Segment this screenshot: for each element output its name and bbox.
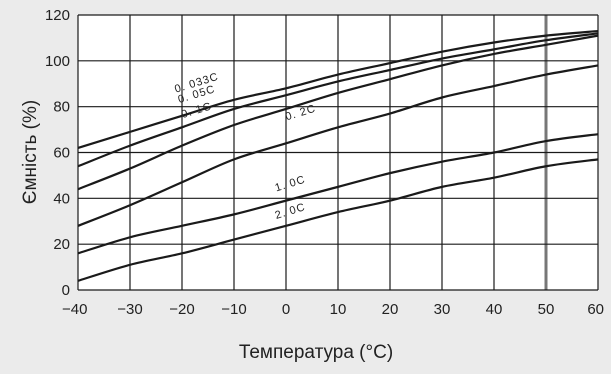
y-tick-label: 0 <box>62 282 70 299</box>
series-line-0-2c <box>77 64 599 227</box>
tick-labels: −40 −30 −20 −10 0 10 20 30 40 50 60 0 20 40 60 80 100 120 <box>45 7 604 318</box>
x-tick-label: −30 <box>117 301 142 318</box>
y-tick-label: 40 <box>53 190 70 207</box>
x-tick-label: 0 <box>282 301 290 318</box>
series-lines <box>77 29 599 282</box>
y-axis-title: Ємність (%) <box>20 100 41 204</box>
y-tick-label: 120 <box>45 7 70 24</box>
y-tick-label: 60 <box>53 145 70 162</box>
series-line-0-05c <box>77 32 599 168</box>
series-line-1-0c <box>77 133 599 255</box>
x-tick-label: 40 <box>486 301 503 318</box>
x-tick-label: 20 <box>382 301 399 318</box>
series-line-0-1c <box>77 34 599 191</box>
series-line-2-0c <box>77 158 599 282</box>
x-axis-title: Температура (°C) <box>239 342 393 363</box>
x-tick-label: 50 <box>538 301 555 318</box>
grid-lines <box>77 14 599 291</box>
x-tick-label: 30 <box>434 301 451 318</box>
x-tick-label: 10 <box>330 301 347 318</box>
x-tick-label: −20 <box>169 301 194 318</box>
y-tick-label: 80 <box>53 99 70 116</box>
x-tick-label: −10 <box>221 301 246 318</box>
y-tick-label: 20 <box>53 236 70 253</box>
x-tick-label: −40 <box>62 301 87 318</box>
y-tick-label: 100 <box>45 53 70 70</box>
x-tick-label: 60 <box>587 301 604 318</box>
series-line-0-033c <box>77 29 599 149</box>
